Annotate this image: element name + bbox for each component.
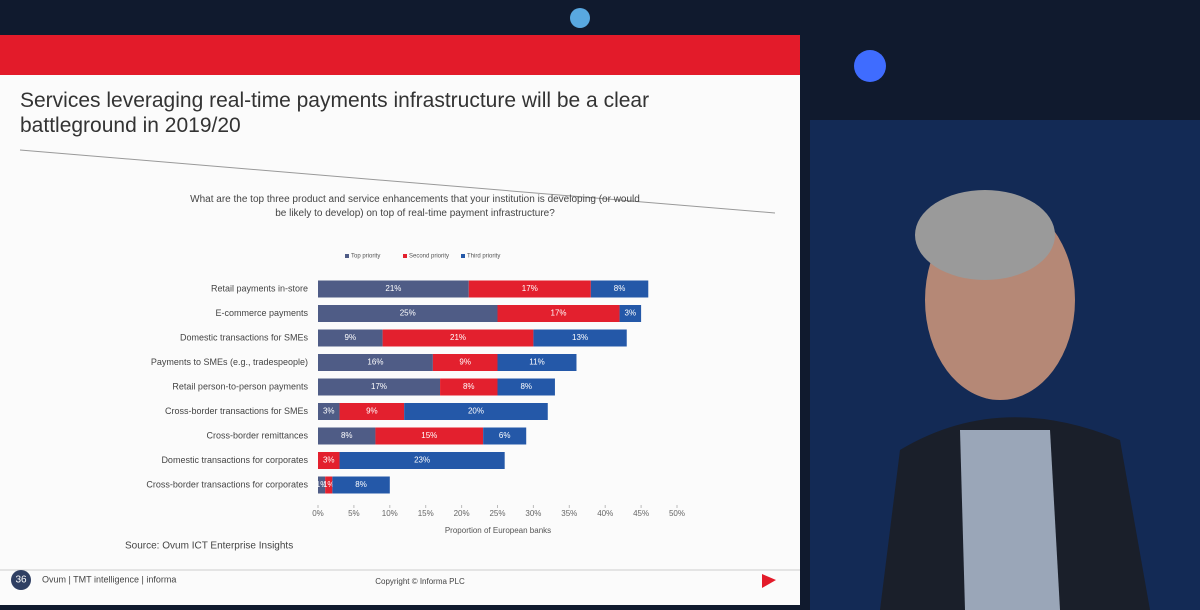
- data-label: 8%: [614, 284, 626, 293]
- y-tick-label: Cross-border transactions for corporates: [146, 479, 308, 489]
- legend-label: Top priority: [351, 254, 380, 260]
- logo: [762, 574, 776, 588]
- bar-segment: [318, 476, 326, 494]
- bar-segment: [533, 329, 627, 347]
- data-label: 15%: [421, 431, 437, 440]
- x-tick-label: 20%: [454, 509, 470, 518]
- bar-segment: [332, 476, 390, 494]
- speaker-shirt: [960, 430, 1060, 610]
- x-axis-label: Proportion of European banks: [445, 526, 551, 535]
- bar-segment: [497, 378, 555, 396]
- bar-segment: [318, 427, 376, 445]
- y-tick-label: Domestic transactions for corporates: [161, 455, 308, 465]
- y-tick-label: E-commerce payments: [215, 308, 308, 318]
- bar-segment: [382, 329, 534, 347]
- x-tick-label: 45%: [633, 509, 649, 518]
- data-label: 25%: [400, 309, 416, 318]
- y-tick-label: Retail payments in-store: [211, 283, 308, 293]
- legend-label: Third priority: [467, 254, 500, 260]
- y-tick-label: Cross-border transactions for SMEs: [165, 406, 309, 416]
- bar-segment: [590, 280, 649, 298]
- title-rule: [19, 149, 776, 214]
- bar-segment: [339, 452, 505, 469]
- slide-banner: [0, 35, 800, 75]
- bar-segment: [432, 354, 498, 371]
- bar-segment: [318, 305, 498, 322]
- x-tick-label: 15%: [418, 509, 434, 518]
- page-badge: [11, 570, 31, 590]
- data-label: 3%: [323, 456, 335, 465]
- data-label: 1%: [316, 480, 328, 489]
- chart-question: What are the top three product and servi…: [190, 194, 640, 219]
- bar-segment: [497, 305, 620, 322]
- data-label: 9%: [345, 333, 357, 342]
- bar-segment: [497, 354, 577, 371]
- bar-segment: [404, 403, 548, 420]
- bar-segment: [375, 427, 484, 445]
- stage-light: [570, 8, 590, 28]
- stage-light: [854, 50, 886, 82]
- data-label: 9%: [459, 358, 471, 367]
- bar-segment: [339, 403, 405, 420]
- data-label: 17%: [371, 382, 387, 391]
- data-label: 3%: [625, 309, 637, 318]
- legend-swatch: [403, 254, 407, 258]
- data-label: 1%: [323, 480, 335, 489]
- bar-segment: [318, 354, 433, 371]
- bar-segment: [325, 476, 333, 494]
- data-label: 9%: [366, 407, 378, 416]
- x-tick-label: 25%: [489, 509, 505, 518]
- data-label: 8%: [520, 382, 532, 391]
- data-label: 8%: [355, 480, 367, 489]
- footer-brand: Ovum | TMT intelligence | informa: [42, 574, 176, 584]
- bar-segment: [318, 329, 383, 347]
- data-label: 8%: [463, 382, 475, 391]
- legend-label: Second priority: [409, 254, 449, 260]
- data-label: 8%: [341, 431, 353, 440]
- y-tick-label: Payments to SMEs (e.g., tradespeople): [151, 357, 308, 367]
- x-tick-label: 35%: [561, 509, 577, 518]
- bar-segment: [318, 280, 469, 298]
- bar-segment: [318, 452, 340, 469]
- data-label: 16%: [367, 358, 383, 367]
- bar-segment: [483, 427, 527, 445]
- bar-segment: [318, 378, 441, 396]
- x-tick-label: 5%: [348, 509, 360, 518]
- legend-swatch: [461, 254, 465, 258]
- speaker-hair: [915, 190, 1055, 280]
- data-label: 11%: [529, 358, 544, 367]
- data-label: 21%: [450, 333, 466, 342]
- x-tick-label: 50%: [669, 509, 685, 518]
- slide-title: Services leveraging real-time payments i…: [20, 89, 650, 137]
- x-tick-label: 40%: [597, 509, 613, 518]
- bar-segment: [468, 280, 591, 298]
- copyright: Copyright © Informa PLC: [375, 577, 465, 586]
- data-label: 6%: [499, 431, 511, 440]
- x-tick-label: 30%: [525, 509, 541, 518]
- y-tick-label: Domestic transactions for SMEs: [180, 332, 309, 342]
- data-label: 3%: [323, 407, 335, 416]
- legend-swatch: [345, 254, 349, 258]
- x-tick-label: 0%: [312, 509, 324, 518]
- data-label: 13%: [572, 333, 588, 342]
- bar-segment: [318, 403, 340, 420]
- bar-segment: [619, 305, 642, 322]
- y-tick-label: Retail person-to-person payments: [172, 381, 308, 391]
- x-tick-label: 10%: [382, 509, 398, 518]
- source: Source: Ovum ICT Enterprise Insights: [125, 541, 293, 552]
- data-label: 21%: [385, 284, 401, 293]
- y-tick-label: Cross-border remittances: [206, 430, 308, 440]
- bar-segment: [440, 378, 498, 396]
- page-number: 36: [15, 575, 27, 586]
- data-label: 20%: [468, 407, 484, 416]
- data-label: 23%: [414, 456, 430, 465]
- data-label: 17%: [522, 284, 538, 293]
- data-label: 17%: [551, 309, 567, 318]
